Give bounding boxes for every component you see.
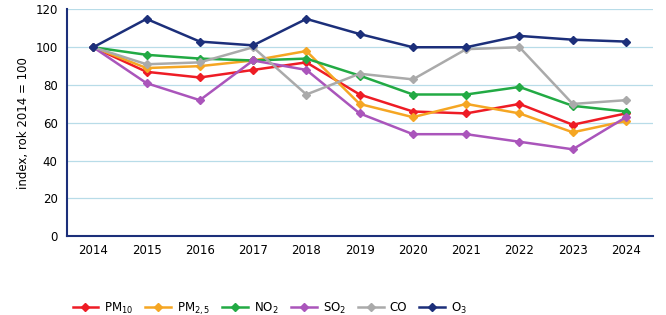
PM$_{2,5}$: [515, 112, 523, 115]
PM$_{10}$: [409, 110, 417, 113]
O$_{3}$: [196, 40, 204, 43]
PM$_{10}$: [143, 70, 151, 74]
NO$_{2}$: [569, 104, 577, 108]
PM$_{2,5}$: [89, 45, 97, 49]
Y-axis label: index, rok 2014 = 100: index, rok 2014 = 100: [17, 57, 30, 189]
PM$_{10}$: [622, 112, 630, 115]
O$_{3}$: [515, 34, 523, 38]
PM$_{10}$: [569, 123, 577, 127]
CO: [462, 47, 470, 51]
O$_{3}$: [89, 45, 97, 49]
O$_{3}$: [462, 45, 470, 49]
PM$_{10}$: [89, 45, 97, 49]
NO$_{2}$: [409, 93, 417, 96]
NO$_{2}$: [356, 74, 364, 77]
CO: [302, 93, 310, 96]
Line: CO: CO: [91, 44, 629, 107]
CO: [196, 60, 204, 64]
SO$_{2}$: [249, 59, 257, 62]
SO$_{2}$: [143, 81, 151, 85]
PM$_{10}$: [249, 68, 257, 72]
CO: [569, 102, 577, 106]
Line: PM$_{10}$: PM$_{10}$: [91, 44, 629, 128]
SO$_{2}$: [196, 98, 204, 102]
PM$_{2,5}$: [143, 66, 151, 70]
PM$_{2,5}$: [302, 49, 310, 53]
SO$_{2}$: [569, 147, 577, 151]
NO$_{2}$: [302, 57, 310, 60]
PM$_{10}$: [356, 93, 364, 96]
O$_{3}$: [622, 40, 630, 43]
NO$_{2}$: [515, 85, 523, 89]
Line: NO$_{2}$: NO$_{2}$: [91, 44, 629, 114]
Line: O$_{3}$: O$_{3}$: [91, 16, 629, 50]
NO$_{2}$: [89, 45, 97, 49]
NO$_{2}$: [622, 110, 630, 113]
NO$_{2}$: [143, 53, 151, 57]
CO: [143, 62, 151, 66]
PM$_{2,5}$: [569, 130, 577, 134]
CO: [409, 77, 417, 81]
O$_{3}$: [569, 38, 577, 42]
SO$_{2}$: [409, 132, 417, 136]
SO$_{2}$: [302, 68, 310, 72]
O$_{3}$: [356, 32, 364, 36]
NO$_{2}$: [462, 93, 470, 96]
SO$_{2}$: [89, 45, 97, 49]
O$_{3}$: [143, 17, 151, 21]
PM$_{2,5}$: [409, 115, 417, 119]
PM$_{2,5}$: [356, 102, 364, 106]
Legend: PM$_{10}$, PM$_{2,5}$, NO$_{2}$, SO$_{2}$, CO, O$_{3}$: PM$_{10}$, PM$_{2,5}$, NO$_{2}$, SO$_{2}…: [73, 300, 467, 315]
O$_{3}$: [302, 17, 310, 21]
PM$_{2,5}$: [622, 119, 630, 123]
PM$_{2,5}$: [462, 102, 470, 106]
PM$_{10}$: [462, 112, 470, 115]
PM$_{10}$: [196, 76, 204, 79]
PM$_{10}$: [515, 102, 523, 106]
CO: [249, 45, 257, 49]
SO$_{2}$: [356, 112, 364, 115]
NO$_{2}$: [196, 57, 204, 60]
O$_{3}$: [409, 45, 417, 49]
CO: [356, 72, 364, 76]
CO: [89, 45, 97, 49]
PM$_{10}$: [302, 60, 310, 64]
O$_{3}$: [249, 43, 257, 47]
SO$_{2}$: [622, 115, 630, 119]
Line: SO$_{2}$: SO$_{2}$: [91, 44, 629, 152]
Line: PM$_{2,5}$: PM$_{2,5}$: [91, 44, 629, 135]
PM$_{2,5}$: [196, 64, 204, 68]
CO: [515, 45, 523, 49]
NO$_{2}$: [249, 59, 257, 62]
SO$_{2}$: [515, 140, 523, 144]
SO$_{2}$: [462, 132, 470, 136]
CO: [622, 98, 630, 102]
PM$_{2,5}$: [249, 59, 257, 62]
